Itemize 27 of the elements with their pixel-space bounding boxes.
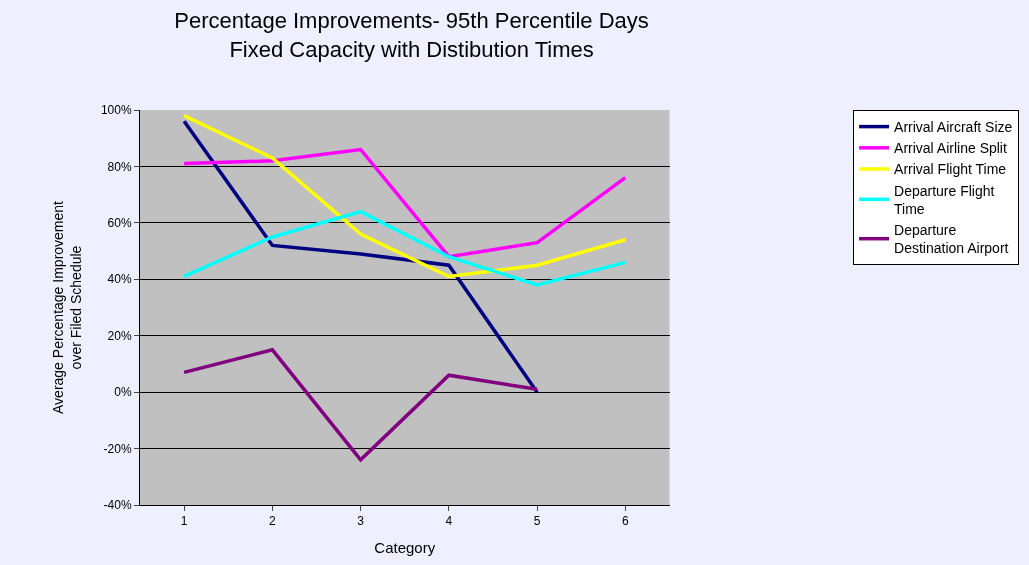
x-tick-label: 4	[445, 514, 453, 529]
line-series	[182, 209, 628, 287]
line-series	[182, 113, 628, 279]
x-tick-label: 1	[180, 514, 188, 529]
line-series	[182, 119, 539, 394]
legend-label: Arrival Flight Time	[894, 161, 1007, 178]
legend-label: Arrival Airline Split	[894, 140, 1007, 157]
x-tick-label: 2	[269, 514, 277, 529]
y-tick-label: 20%	[107, 328, 132, 343]
y-tick-label: -40%	[103, 498, 132, 513]
chart-title: Percentage Improvements- 95th Percentile Days Fixed Capacity with Distibution Times	[174, 8, 649, 62]
x-axis-title: Category	[374, 539, 436, 557]
y-tick-label: 0%	[114, 385, 132, 400]
legend-label: Departure Flight Time	[894, 182, 995, 217]
y-tick-label: 60%	[107, 216, 132, 231]
x-tick-label: 5	[533, 514, 541, 529]
x-tick-label: 3	[357, 514, 365, 529]
y-axis-title: Average Percentage Improvement over Filed Schedule	[50, 200, 85, 414]
line-series	[182, 348, 539, 462]
x-tick-label: 6	[622, 514, 630, 529]
y-tick-label: 40%	[107, 272, 132, 287]
legend-label: Arrival Aircraft Size	[894, 119, 1013, 136]
y-tick-label: -20%	[103, 441, 132, 456]
y-tick-label: 80%	[107, 159, 132, 174]
line-series	[182, 147, 628, 259]
legend-label: Departure Destination Airport	[894, 222, 1009, 257]
y-tick-label: 100%	[100, 103, 132, 118]
